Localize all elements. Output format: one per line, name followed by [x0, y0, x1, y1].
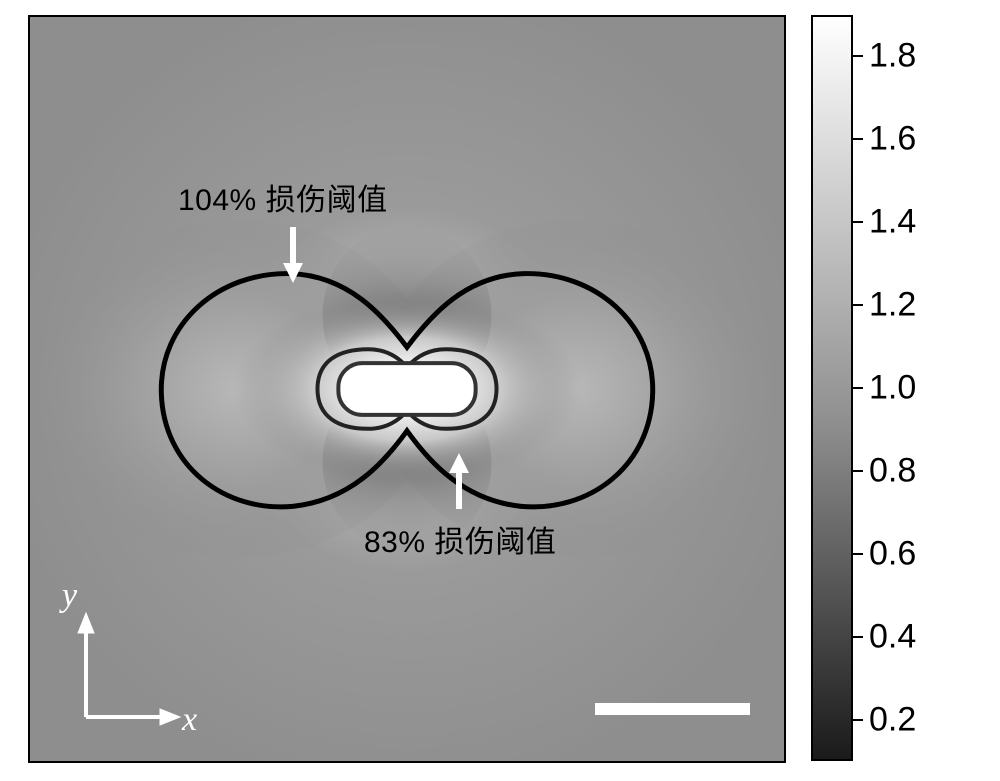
colorbar-tick — [853, 304, 863, 306]
colorbar-tick — [853, 221, 863, 223]
colorbar-tick — [853, 387, 863, 389]
colorbar-tick-label: 1.8 — [869, 37, 916, 76]
colorbar-tick — [853, 636, 863, 638]
colorbar-tick-label: 1.4 — [869, 203, 916, 242]
annotation-lower: 83% 损伤阈值 — [364, 517, 556, 561]
colorbar-tick-label: 0.2 — [869, 700, 916, 739]
colorbar-tick-label: 0.8 — [869, 451, 916, 490]
colorbar-tick-label: 0.6 — [869, 534, 916, 573]
annotation-upper-arrow — [278, 223, 308, 287]
colorbar — [811, 15, 853, 761]
axes-inset — [68, 605, 188, 733]
central-slot — [338, 363, 475, 415]
annotation-lower-arrow — [444, 449, 474, 513]
colorbar-tick — [853, 553, 863, 555]
colorbar-tick — [853, 138, 863, 140]
axis-label-x: x — [182, 701, 197, 739]
heatmap-plot: 104% 损伤阈值 83% 损伤阈值 y x — [28, 15, 786, 763]
axis-label-y: y — [62, 577, 77, 615]
scale-bar — [595, 703, 750, 715]
annotation-upper-text: 104% 损伤阈值 — [178, 184, 388, 217]
annotation-upper: 104% 损伤阈值 — [178, 175, 388, 219]
colorbar-tick — [853, 719, 863, 721]
colorbar-tick-label: 1.6 — [869, 120, 916, 159]
colorbar-tick — [853, 55, 863, 57]
colorbar-tick-label: 1.2 — [869, 286, 916, 325]
colorbar-tick-label: 0.4 — [869, 617, 916, 656]
colorbar-wrap: 1.8 1.6 1.4 1.2 1.0 0.8 0.6 0.4 0.2 — [811, 15, 961, 763]
colorbar-tick-label: 1.0 — [869, 369, 916, 408]
annotation-lower-text: 83% 损伤阈值 — [364, 526, 556, 559]
colorbar-tick — [853, 470, 863, 472]
